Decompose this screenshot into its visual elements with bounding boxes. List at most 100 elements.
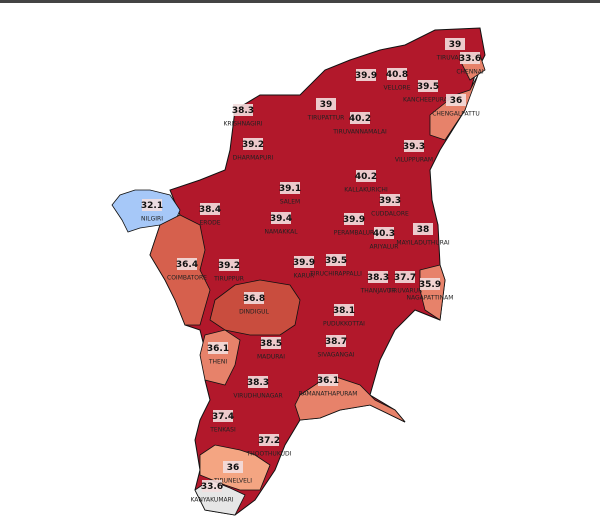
district-value: 40.8 — [386, 70, 408, 80]
district-name: NILGIRI — [141, 216, 163, 223]
value-box — [460, 52, 480, 64]
district-value: 40.3 — [373, 229, 395, 239]
value-box — [223, 461, 243, 473]
value-box — [374, 227, 394, 239]
district-value: 38.5 — [260, 339, 282, 349]
district-name: THANJAVUR — [360, 288, 396, 295]
value-box — [294, 256, 314, 268]
top-bar — [0, 0, 600, 3]
district-name: RAMANATHAPURAM — [299, 391, 358, 398]
district-value: 36.1 — [207, 344, 229, 354]
district-name: PERAMBALUR — [334, 230, 374, 237]
district-value: 36.8 — [243, 294, 265, 304]
district-name: KANCHEEPURAM — [403, 97, 453, 104]
district-name: ARIYALUR — [370, 244, 399, 251]
district-value: 37.4 — [212, 412, 234, 422]
value-box — [404, 140, 424, 152]
district-value: 39.5 — [325, 256, 347, 266]
value-box — [445, 38, 465, 50]
district-name: TIRUNELVELI — [213, 478, 252, 485]
district-value: 38.3 — [232, 106, 254, 116]
value-box — [243, 138, 263, 150]
district-value: 38.3 — [367, 273, 389, 283]
district-region — [294, 374, 406, 423]
district-name: TIRUPPUR — [213, 276, 244, 283]
value-box — [248, 376, 268, 388]
value-box — [326, 254, 346, 266]
district-name: TIRUPATTUR — [307, 115, 345, 122]
district-value: 36.1 — [317, 376, 339, 386]
district-value: 36 — [227, 463, 240, 473]
district-name: SIVAGANGAI — [317, 352, 354, 359]
value-box — [380, 194, 400, 206]
district-value: 40.2 — [349, 114, 371, 124]
district-value: 38.1 — [333, 306, 355, 316]
district-value: 39.4 — [270, 214, 292, 224]
district-value: 35.9 — [419, 280, 441, 290]
value-box — [350, 112, 370, 124]
district-name: CUDDALORE — [371, 211, 409, 218]
district-name: MADURAI — [257, 354, 285, 361]
district-name: VELLORE — [383, 85, 410, 92]
value-box — [368, 271, 388, 283]
value-box — [202, 480, 222, 492]
district-value: 39.9 — [343, 215, 365, 225]
value-box — [387, 68, 407, 80]
value-box — [280, 182, 300, 194]
value-box — [418, 80, 438, 92]
district-value: 39.5 — [417, 82, 439, 92]
district-value: 37.7 — [394, 273, 416, 283]
value-box — [213, 410, 233, 422]
district-value: 38.3 — [247, 378, 269, 388]
district-value: 39.3 — [403, 142, 425, 152]
value-box — [395, 271, 415, 283]
district-value: 33.6 — [201, 482, 223, 492]
district-value: 39 — [320, 100, 333, 110]
district-name: VILUPPURAM — [395, 157, 433, 164]
district-value: 39.2 — [242, 140, 264, 150]
value-box — [233, 104, 253, 116]
district-value: 37.2 — [258, 436, 280, 446]
value-box — [200, 203, 220, 215]
district-value: 39.2 — [218, 261, 240, 271]
district-name: KALLAKURICHI — [344, 187, 388, 194]
district-value: 38 — [417, 225, 430, 235]
value-box — [326, 335, 346, 347]
district-value: 40.2 — [355, 172, 377, 182]
value-box — [316, 98, 336, 110]
district-name: NAGAPATTINAM — [407, 295, 454, 302]
district-value: 39.3 — [379, 196, 401, 206]
district-value: 39.9 — [293, 258, 315, 268]
value-box — [261, 337, 281, 349]
district-name: TIRUVARUR — [387, 288, 423, 295]
value-box — [344, 213, 364, 225]
district-name: KANYAKUMARI — [190, 497, 233, 504]
district-name: CHENNAI — [456, 69, 484, 76]
value-box — [259, 434, 279, 446]
district-value: 32.1 — [141, 201, 163, 211]
value-box — [177, 258, 197, 270]
district-name: MAYILADUTHURAI — [396, 240, 449, 247]
district-value: 39 — [449, 40, 462, 50]
value-box — [334, 304, 354, 316]
value-box — [356, 170, 376, 182]
district-value: 39.9 — [355, 71, 377, 81]
district-name: TENKASI — [209, 427, 236, 434]
value-box — [413, 223, 433, 235]
district-value: 39.1 — [279, 184, 301, 194]
district-name: DINDIGUL — [239, 309, 269, 316]
district-name: ERODE — [199, 220, 220, 227]
district-name: TIRUVANNAMALAI — [332, 129, 387, 136]
value-box — [271, 212, 291, 224]
district-name: TIRUCHIRAPPALLI — [309, 271, 362, 278]
district-name: DHARMAPURI — [233, 155, 274, 162]
district-name: KARUR — [294, 273, 315, 280]
value-box — [142, 199, 162, 211]
value-box — [208, 342, 228, 354]
district-value: 38.7 — [325, 337, 347, 347]
district-value: 38.4 — [199, 205, 221, 215]
district-name: THENI — [208, 359, 227, 366]
